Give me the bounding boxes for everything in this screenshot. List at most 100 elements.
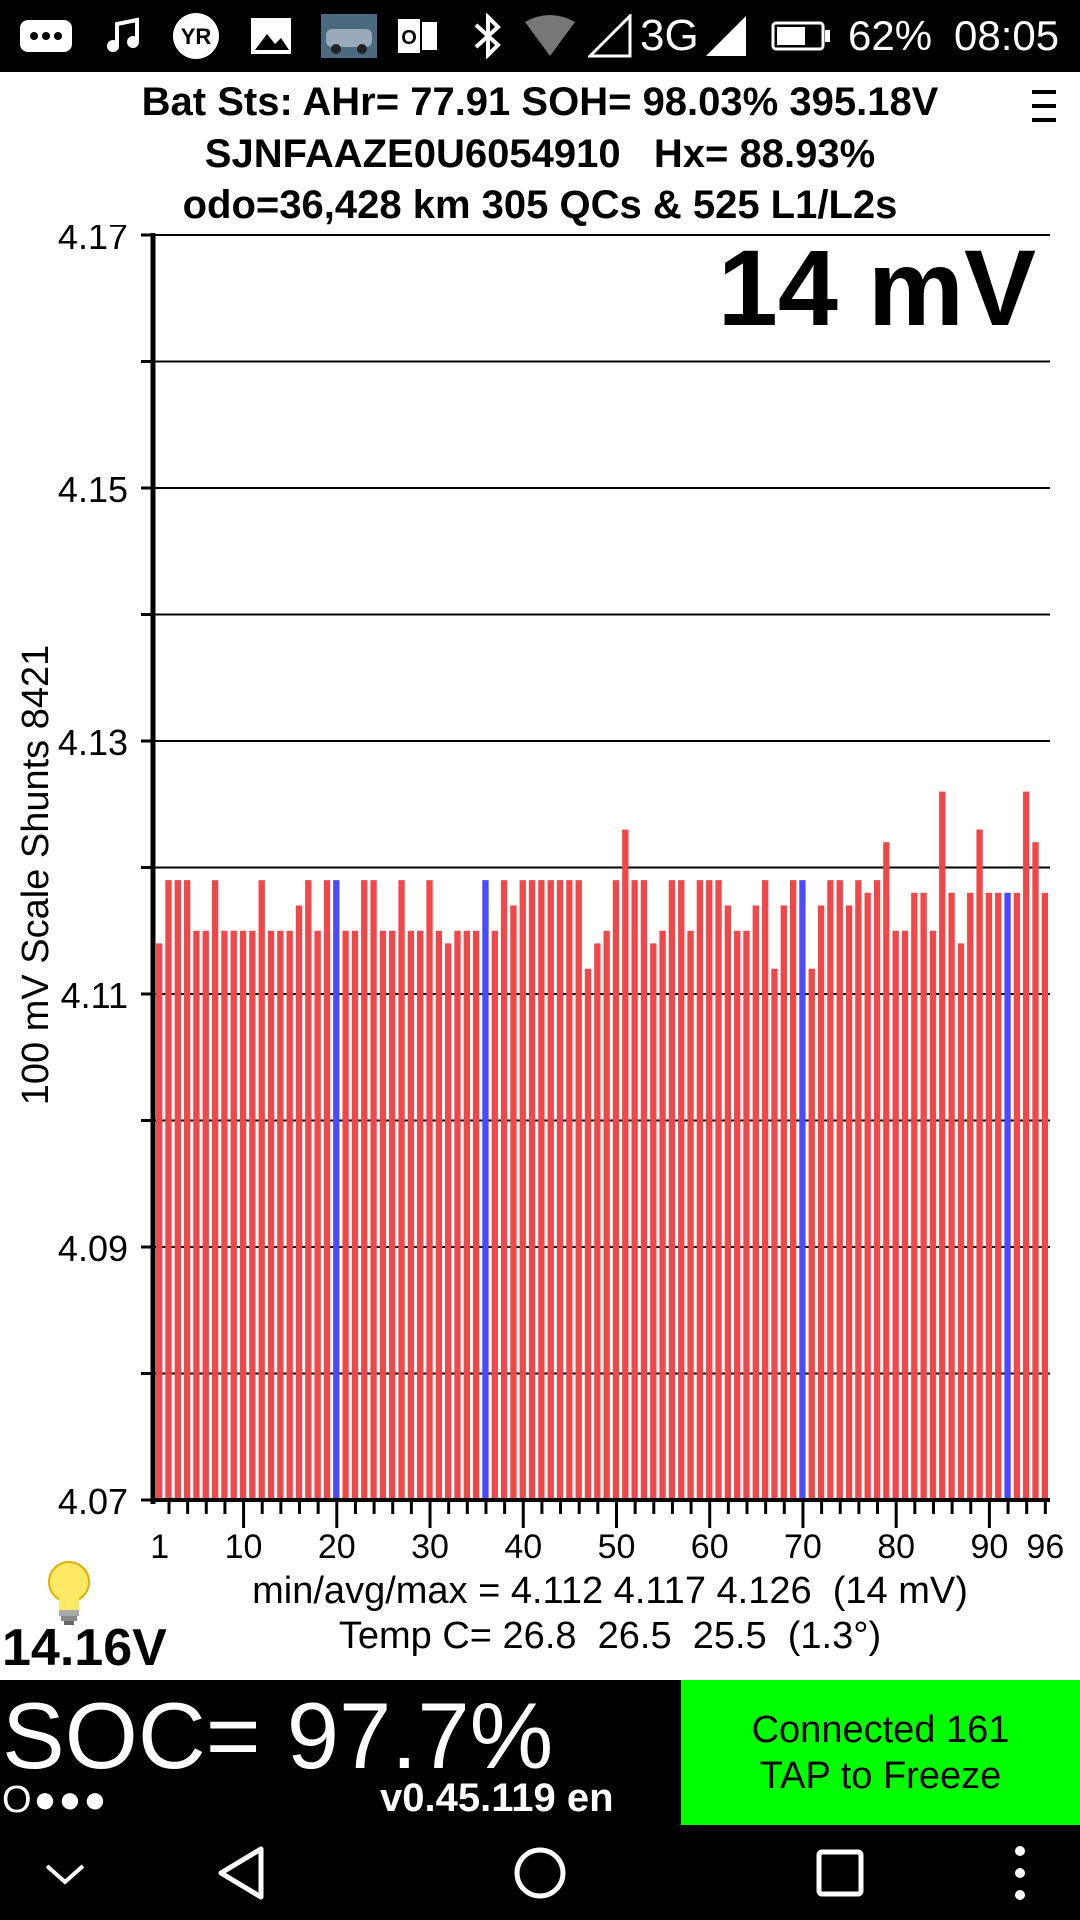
cell-bar[interactable] [426, 880, 433, 1500]
cell-bar[interactable] [183, 880, 191, 1500]
cell-bar[interactable] [221, 930, 228, 1500]
cell-bar[interactable] [631, 880, 638, 1500]
cell-bar[interactable] [985, 892, 993, 1500]
cell-bar[interactable] [575, 880, 582, 1500]
cell-bar[interactable] [901, 930, 909, 1500]
cell-bar[interactable] [472, 930, 480, 1500]
cell-bar[interactable] [584, 968, 592, 1500]
cell-bar[interactable] [696, 880, 704, 1500]
cell-voltage-chart[interactable]: 4.17 4.15 4.13 4.11 4.09 4.07 1 10 20 30 40 50 60 70 8… [0, 225, 1080, 1565]
cell-bar[interactable] [510, 905, 517, 1500]
cell-bar[interactable] [500, 880, 508, 1500]
cell-bar[interactable] [939, 791, 946, 1500]
cell-bar[interactable] [389, 930, 396, 1500]
cell-bar[interactable] [789, 880, 797, 1500]
cell-bar[interactable] [342, 930, 349, 1500]
overflow-menu-icon[interactable] [975, 1835, 1065, 1910]
cell-bar[interactable] [817, 905, 825, 1500]
cell-bar[interactable] [678, 880, 685, 1500]
back-icon[interactable] [196, 1835, 286, 1910]
cell-bar[interactable] [547, 880, 554, 1500]
cell-bar[interactable] [398, 880, 405, 1500]
cell-bar[interactable] [314, 930, 321, 1500]
cell-bar[interactable] [948, 892, 955, 1500]
cell-bar[interactable] [491, 930, 498, 1500]
cell-bar[interactable] [361, 880, 368, 1500]
cell-bar[interactable] [668, 880, 676, 1500]
cell-bar[interactable] [612, 880, 620, 1500]
cell-bar[interactable] [752, 905, 759, 1500]
cell-bar[interactable] [528, 880, 536, 1500]
recents-icon[interactable] [795, 1835, 885, 1910]
cell-bar[interactable] [454, 930, 461, 1500]
cell-bar[interactable] [519, 880, 526, 1500]
cell-bar[interactable] [267, 930, 275, 1500]
cell-bar[interactable] [957, 943, 965, 1500]
cell-bar[interactable] [556, 880, 564, 1500]
cell-bar[interactable] [892, 930, 899, 1500]
cell-bar[interactable] [538, 880, 545, 1500]
cell-bar[interactable] [920, 892, 927, 1500]
cell-bar[interactable] [659, 930, 666, 1500]
cell-bar[interactable] [855, 880, 862, 1500]
cell-bar[interactable] [967, 892, 974, 1500]
cell-bar[interactable] [640, 880, 648, 1500]
cell-bar[interactable] [156, 943, 163, 1500]
cell-bar[interactable] [417, 930, 424, 1500]
cell-bar[interactable] [650, 943, 657, 1500]
cell-bar[interactable] [864, 892, 871, 1500]
cell-bar[interactable] [827, 880, 834, 1500]
cell-bar[interactable] [482, 880, 489, 1500]
cell-bar[interactable] [258, 880, 265, 1500]
cell-bar[interactable] [286, 930, 293, 1500]
cell-bar[interactable] [761, 880, 769, 1500]
collapse-icon[interactable] [20, 1835, 110, 1910]
connection-freeze-button[interactable]: Connected 161 TAP to Freeze [681, 1680, 1080, 1825]
cell-bar[interactable] [845, 905, 853, 1500]
cell-bar[interactable] [379, 930, 387, 1500]
cell-bar[interactable] [323, 880, 331, 1500]
cell-bar[interactable] [911, 892, 918, 1500]
cell-bar[interactable] [295, 905, 303, 1500]
cell-bar[interactable] [687, 930, 694, 1500]
cell-bar[interactable] [603, 930, 610, 1500]
cell-bar[interactable] [445, 943, 452, 1500]
cell-bar[interactable] [836, 880, 843, 1500]
cell-bar[interactable] [202, 930, 209, 1500]
cell-bar[interactable] [370, 880, 377, 1500]
cell-bar[interactable] [1004, 892, 1011, 1500]
cell-bar[interactable] [351, 930, 359, 1500]
cell-bar[interactable] [333, 880, 340, 1500]
home-icon[interactable] [495, 1835, 585, 1910]
cell-bar[interactable] [239, 930, 247, 1500]
cell-bar[interactable] [743, 930, 750, 1500]
cell-bar[interactable] [799, 880, 806, 1500]
cell-bar[interactable] [706, 880, 713, 1500]
cell-bar[interactable] [174, 880, 181, 1500]
cell-bar[interactable] [305, 880, 312, 1500]
cell-bar[interactable] [1032, 842, 1039, 1500]
cell-bar[interactable] [594, 943, 601, 1500]
cell-bar[interactable] [780, 905, 787, 1500]
cell-bar[interactable] [715, 880, 722, 1500]
cell-bar[interactable] [435, 930, 443, 1500]
menu-icon[interactable] [1032, 90, 1056, 122]
cell-bar[interactable] [1013, 892, 1021, 1500]
cell-bar[interactable] [808, 968, 815, 1500]
cell-bar[interactable] [883, 842, 890, 1500]
cell-bar[interactable] [976, 829, 983, 1500]
cell-bar[interactable] [211, 880, 219, 1500]
cell-bar[interactable] [230, 930, 237, 1500]
cell-bar[interactable] [463, 930, 470, 1500]
cell-bar[interactable] [873, 880, 881, 1500]
cell-bar[interactable] [277, 930, 284, 1500]
cell-bar[interactable] [407, 930, 415, 1500]
cell-bar[interactable] [622, 829, 629, 1500]
cell-bar[interactable] [165, 880, 172, 1500]
cell-bar[interactable] [929, 930, 937, 1500]
cell-bar[interactable] [193, 930, 200, 1500]
cell-bar[interactable] [1041, 892, 1048, 1500]
cell-bar[interactable] [566, 880, 573, 1500]
lightbulb-icon[interactable] [44, 1558, 94, 1628]
cell-bar[interactable] [249, 930, 256, 1500]
